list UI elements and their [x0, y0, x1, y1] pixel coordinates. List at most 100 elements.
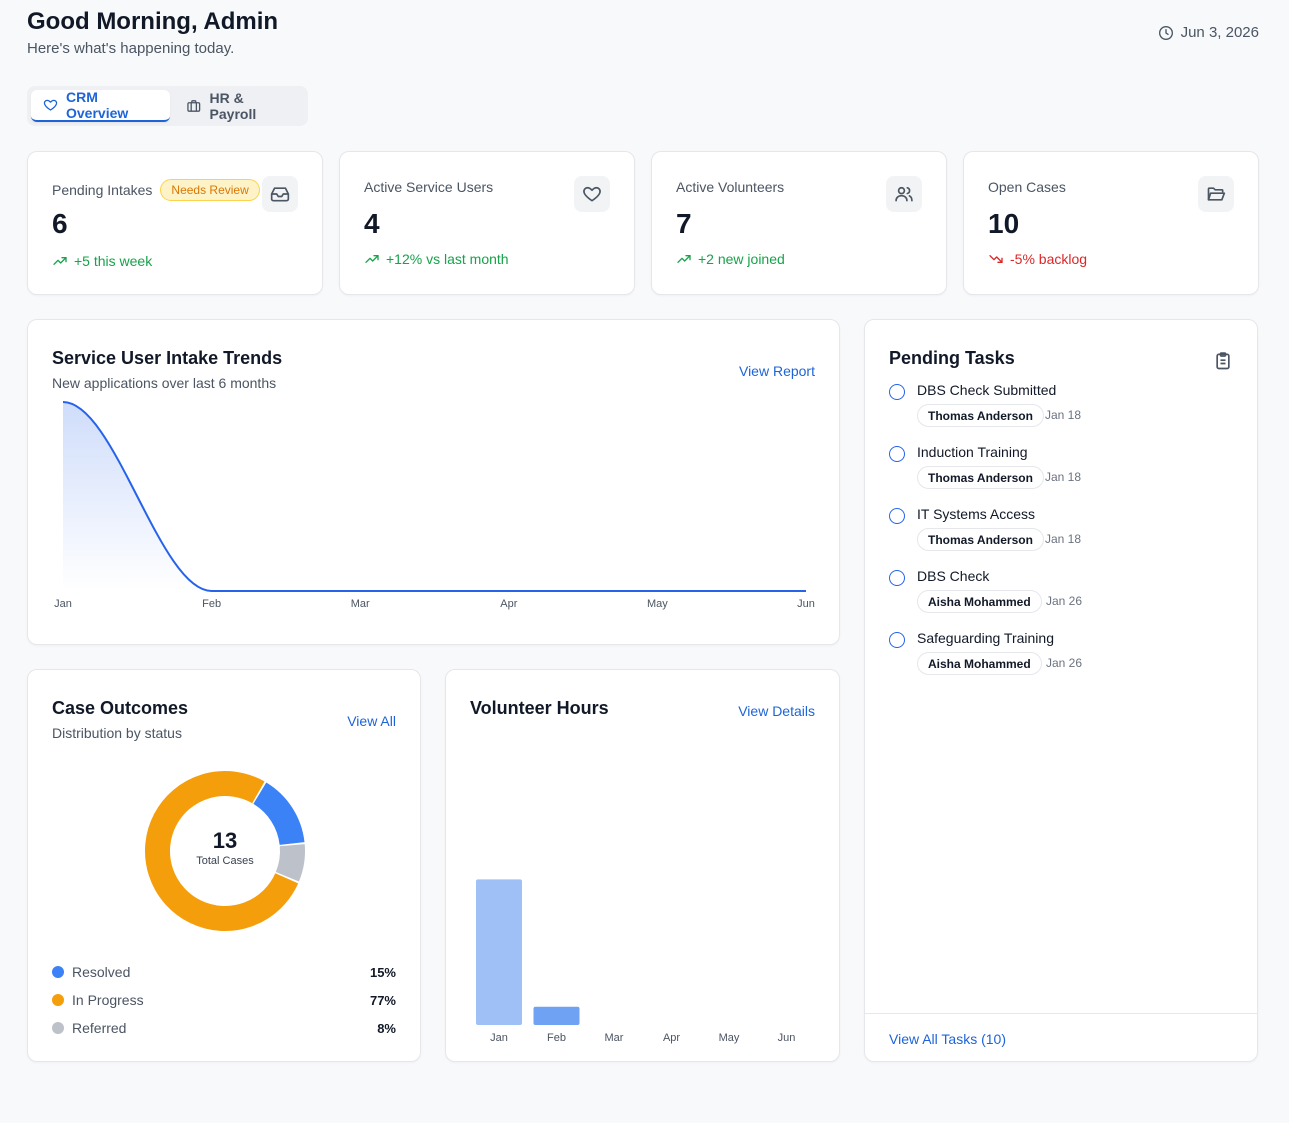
stat-card-active-service-users: Active Service Users 4 +12% vs last mont… [339, 151, 635, 295]
legend-item-resolved: Resolved 15% [52, 962, 396, 982]
stat-value: 6 [52, 208, 68, 239]
card-title: Volunteer Hours [470, 698, 609, 718]
trend-area [63, 402, 806, 591]
trending-up-icon [53, 257, 67, 265]
x-tick-label: Apr [663, 1032, 680, 1044]
card-title: Case Outcomes [52, 698, 189, 718]
trending-down-icon [989, 255, 1003, 263]
x-tick-label: Feb [547, 1032, 566, 1044]
current-date: Jun 3, 2026 [1158, 24, 1259, 41]
view-details-link[interactable]: View Details [738, 703, 815, 719]
stat-icon-box [886, 176, 922, 212]
donut-slice-referred [275, 844, 305, 882]
card-title: Service User Intake Trends [52, 348, 283, 368]
task-assignee: Thomas Anderson [917, 528, 1044, 551]
x-tick-label: May [719, 1032, 740, 1044]
legend-label: Referred [72, 1020, 127, 1036]
tasks-divider [865, 1013, 1257, 1014]
bar [533, 1006, 580, 1025]
task-title: Induction Training [917, 444, 1028, 460]
tab-label: HR & Payroll [209, 90, 257, 122]
stat-card-open-cases: Open Cases 10 -5% backlog [963, 151, 1259, 295]
legend-item-in-progress: In Progress 77% [52, 990, 396, 1010]
stat-label-row: Pending Intakes Needs Review [52, 179, 260, 201]
clock-icon [1158, 25, 1173, 40]
status-badge: Needs Review [160, 179, 260, 201]
x-tick-label: Feb [202, 598, 221, 610]
task-date: Jan 18 [1045, 532, 1082, 546]
dashboard-tabs: CRM Overview HR & Payroll [27, 86, 308, 126]
pending-tasks-card: Pending Tasks DBS Check Submitted Thomas… [864, 319, 1258, 1062]
trend-text: -5% backlog [1010, 251, 1088, 267]
donut-total: 13 [212, 828, 238, 853]
trending-up-icon [677, 255, 691, 263]
task-title: IT Systems Access [917, 506, 1035, 522]
tab-hr-payroll[interactable]: HR & Payroll [174, 90, 304, 122]
legend-dot [52, 994, 64, 1006]
legend-label: In Progress [72, 992, 144, 1008]
trend-line [62, 401, 806, 592]
card-title: Pending Tasks [889, 348, 1015, 368]
view-all-tasks-link[interactable]: View All Tasks (10) [889, 1031, 1006, 1047]
task-assignee: Thomas Anderson [917, 404, 1044, 427]
donut-total-label: Total Cases [196, 855, 254, 867]
case-outcomes-card: Case Outcomes Distribution by status Vie… [27, 669, 421, 1062]
folder-icon [1207, 187, 1226, 201]
task-assignee: Aisha Mohammed [917, 652, 1042, 675]
date-text: Jun 3, 2026 [1180, 24, 1259, 41]
stat-trend: +2 new joined [676, 251, 785, 267]
x-tick-label: May [647, 598, 668, 610]
case-outcomes-donut [145, 771, 305, 931]
task-checkbox[interactable] [889, 632, 905, 648]
inbox-icon [270, 187, 290, 202]
task-checkbox[interactable] [889, 384, 905, 400]
stat-icon-box [574, 176, 610, 212]
legend-label: Resolved [72, 964, 131, 980]
tab-crm-overview[interactable]: CRM Overview [31, 89, 170, 122]
x-tick-label: Jan [54, 598, 72, 610]
trend-text: +12% vs last month [386, 251, 509, 267]
page-title: Good Morning, Admin [27, 8, 279, 35]
stat-label-row: Open Cases [988, 179, 1066, 195]
stat-trend: -5% backlog [988, 251, 1087, 267]
legend-item-referred: Referred 8% [52, 1018, 396, 1038]
donut-slice-in-progress [145, 771, 299, 931]
stat-icon-box [1198, 176, 1234, 212]
page-subtitle: Here's what's happening today. [27, 40, 235, 57]
users-icon [895, 186, 913, 202]
task-checkbox[interactable] [889, 508, 905, 524]
stat-label: Active Volunteers [676, 179, 785, 195]
heart-icon [583, 186, 601, 202]
task-checkbox[interactable] [889, 446, 905, 462]
stat-card-active-volunteers: Active Volunteers 7 +2 new joined [651, 151, 947, 295]
x-tick-label: Mar [351, 598, 370, 610]
trend-text: +2 new joined [698, 251, 785, 267]
stat-label: Open Cases [988, 179, 1066, 195]
legend-dot [52, 1022, 64, 1034]
stat-value: 10 [988, 208, 1020, 239]
task-date: Jan 18 [1045, 470, 1082, 484]
tab-label: CRM Overview [66, 89, 129, 121]
view-all-link[interactable]: View All [347, 713, 396, 729]
x-tick-label: Jun [797, 598, 815, 610]
legend-percent: 15% [369, 964, 396, 980]
task-assignee: Thomas Anderson [917, 466, 1044, 489]
trend-text: +5 this week [74, 253, 153, 269]
x-tick-label: Jun [778, 1032, 796, 1044]
task-title: Safeguarding Training [917, 630, 1054, 646]
view-report-link[interactable]: View Report [738, 363, 815, 379]
card-subtitle: Distribution by status [52, 725, 182, 741]
briefcase-icon [187, 100, 201, 112]
heart-icon [43, 99, 58, 111]
trending-up-icon [365, 255, 379, 263]
stat-card-pending-intakes: Pending Intakes Needs Review 6 +5 this w… [27, 151, 323, 295]
stat-label: Pending Intakes [52, 182, 153, 198]
x-tick-label: Jan [490, 1032, 508, 1044]
intake-trend-chart: Jan Feb Mar Apr May Jun [54, 401, 815, 610]
volunteer-hours-card: Volunteer Hours View Details Jan Feb Mar Ap… [445, 669, 840, 1062]
donut-slice-resolved [252, 782, 305, 846]
stat-label-row: Active Volunteers [676, 179, 784, 195]
task-checkbox[interactable] [889, 570, 905, 586]
stat-icon-box [262, 176, 298, 212]
task-date: Jan 26 [1046, 594, 1083, 608]
